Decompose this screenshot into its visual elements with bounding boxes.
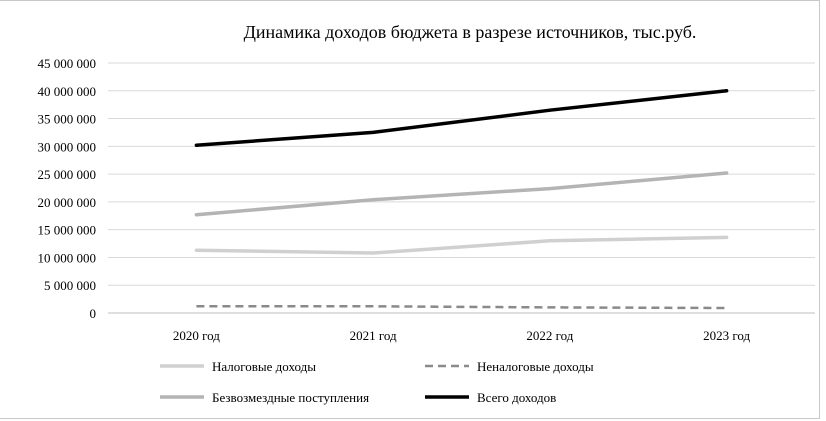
- y-tick-label: 30 000 000: [38, 139, 97, 154]
- x-tick-label: 2020 год: [173, 328, 220, 343]
- legend-label: Всего доходов: [477, 390, 556, 405]
- legend-item: Безвозмездные поступления: [160, 390, 369, 405]
- series-line-3: [194, 171, 729, 217]
- legend: Налоговые доходы Неналоговые доходы Безвоз…: [160, 359, 594, 405]
- legend-item: Неналоговые доходы: [425, 359, 594, 374]
- chart-title: Динамика доходов бюджета в разрезе источ…: [244, 22, 697, 42]
- x-tick-label: 2021 год: [350, 328, 397, 343]
- series-line-4: [194, 89, 729, 147]
- y-tick-label: 40 000 000: [38, 84, 97, 99]
- y-tick-label: 10 000 000: [38, 250, 97, 265]
- y-tick-label: 5 000 000: [44, 278, 96, 293]
- y-tick-label: 0: [90, 306, 97, 321]
- series-line-1: [194, 235, 729, 255]
- x-tick-label: 2023 год: [703, 328, 750, 343]
- legend-label: Неналоговые доходы: [477, 359, 594, 374]
- y-tick-label: 45 000 000: [38, 56, 97, 71]
- y-tick-label: 25 000 000: [38, 167, 97, 182]
- series-line-2: [196, 305, 727, 310]
- series-lines: [194, 89, 729, 310]
- y-tick-label: 35 000 000: [38, 112, 97, 127]
- gridlines: [108, 62, 815, 314]
- y-axis-tick-labels: 0 5 000 000 10 000 000 15 000 000 20 000 000…: [38, 56, 97, 321]
- y-tick-label: 20 000 000: [38, 195, 97, 210]
- legend-item: Налоговые доходы: [160, 359, 316, 374]
- legend-label: Безвозмездные поступления: [212, 390, 369, 405]
- x-axis-tick-labels: 2020 год 2021 год 2022 год 2023 год: [173, 328, 751, 343]
- legend-label: Налоговые доходы: [212, 359, 316, 374]
- legend-item: Всего доходов: [425, 390, 556, 405]
- x-tick-label: 2022 год: [526, 328, 573, 343]
- y-tick-label: 15 000 000: [38, 223, 97, 238]
